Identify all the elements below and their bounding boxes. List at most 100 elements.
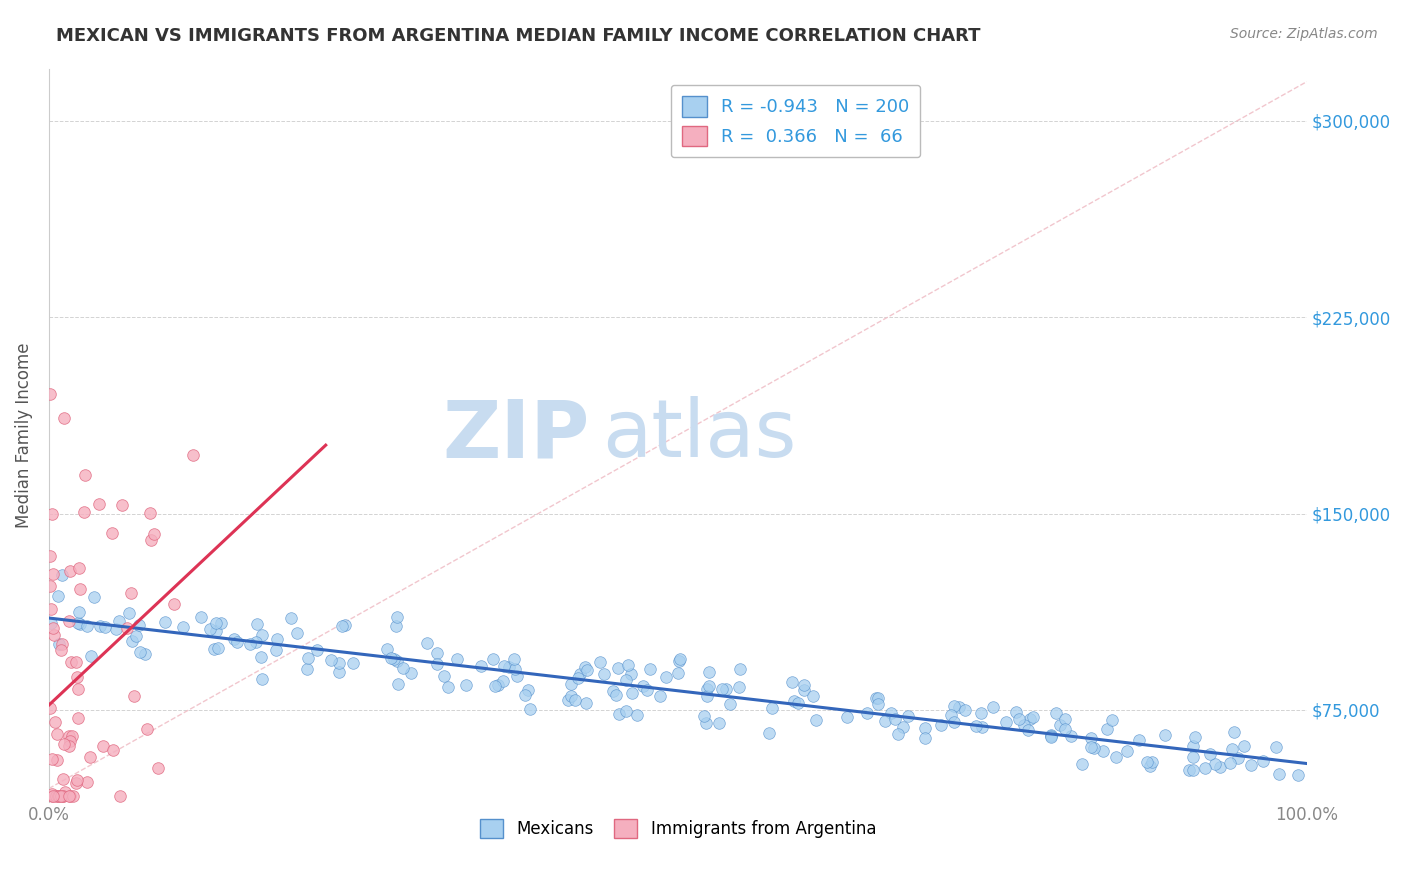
Point (1140, 755, 1163, 769)
Point (246, 617, 269, 632)
Point (48, 637, 70, 651)
Point (638, 662, 661, 676)
Point (209, 615, 232, 630)
Point (758, 726, 780, 740)
Point (897, 709, 920, 723)
Point (557, 693, 579, 707)
Point (707, 715, 730, 730)
Point (1054, 723, 1077, 737)
Point (1040, 730, 1063, 744)
Point (58, 615, 80, 629)
Point (52, 410, 75, 425)
Point (696, 690, 718, 704)
Point (1080, 731, 1102, 745)
Point (1071, 757, 1094, 772)
Point (122, 689, 145, 703)
Point (52, 772, 75, 787)
Point (295, 662, 318, 676)
Point (342, 656, 364, 670)
Point (401, 665, 423, 680)
Point (446, 652, 468, 666)
Point (385, 609, 408, 624)
Point (484, 679, 506, 693)
Point (41, 787, 63, 801)
Point (385, 618, 408, 632)
Point (46, 789, 69, 804)
Point (136, 723, 159, 737)
Point (319, 652, 342, 666)
Point (104, 622, 127, 636)
Point (1083, 740, 1105, 755)
Point (697, 679, 720, 693)
Point (1039, 728, 1062, 742)
Point (502, 652, 524, 666)
Text: Source: ZipAtlas.com: Source: ZipAtlas.com (1230, 27, 1378, 41)
Point (65, 670, 87, 684)
Point (589, 656, 612, 670)
Point (94, 620, 117, 634)
Point (855, 706, 877, 721)
Point (1128, 732, 1150, 747)
Point (330, 619, 353, 633)
Point (59, 734, 82, 748)
Point (1181, 749, 1204, 764)
Point (205, 624, 228, 639)
Point (125, 629, 148, 643)
Point (392, 661, 415, 675)
Point (981, 700, 1004, 714)
Point (454, 678, 477, 692)
Point (264, 643, 287, 657)
Point (333, 617, 356, 632)
Point (121, 633, 143, 648)
Point (492, 659, 515, 673)
Point (602, 684, 624, 698)
Point (616, 704, 638, 718)
Point (62, 789, 84, 804)
Point (564, 692, 586, 706)
Point (139, 506, 162, 520)
Point (416, 636, 439, 650)
Point (1240, 758, 1263, 772)
Point (80, 649, 103, 664)
Point (46, 590, 69, 604)
Point (730, 662, 752, 676)
Point (307, 643, 329, 657)
Point (1022, 710, 1045, 724)
Point (1178, 763, 1201, 777)
Point (172, 620, 194, 634)
Point (128, 618, 150, 632)
Point (1209, 760, 1232, 774)
Point (669, 652, 692, 666)
Point (375, 642, 398, 657)
Point (39, 387, 62, 401)
Point (1204, 756, 1226, 771)
Point (914, 731, 936, 746)
Point (470, 659, 492, 673)
Point (793, 678, 815, 692)
Point (498, 659, 520, 673)
Point (1097, 722, 1119, 736)
Point (761, 700, 783, 714)
Point (1251, 754, 1274, 768)
Point (631, 679, 654, 693)
Point (115, 621, 138, 635)
Point (118, 606, 141, 620)
Point (42, 566, 65, 581)
Point (648, 690, 671, 704)
Point (879, 706, 901, 720)
Point (69, 617, 91, 632)
Point (67, 711, 90, 725)
Point (607, 706, 630, 721)
Point (593, 667, 616, 681)
Point (53, 784, 76, 798)
Point (134, 647, 156, 661)
Point (482, 652, 505, 666)
Point (1219, 756, 1241, 770)
Point (58, 789, 80, 804)
Point (65, 772, 87, 787)
Point (1060, 729, 1083, 743)
Point (780, 675, 803, 690)
Point (666, 665, 689, 680)
Point (605, 688, 627, 702)
Point (46, 727, 69, 741)
